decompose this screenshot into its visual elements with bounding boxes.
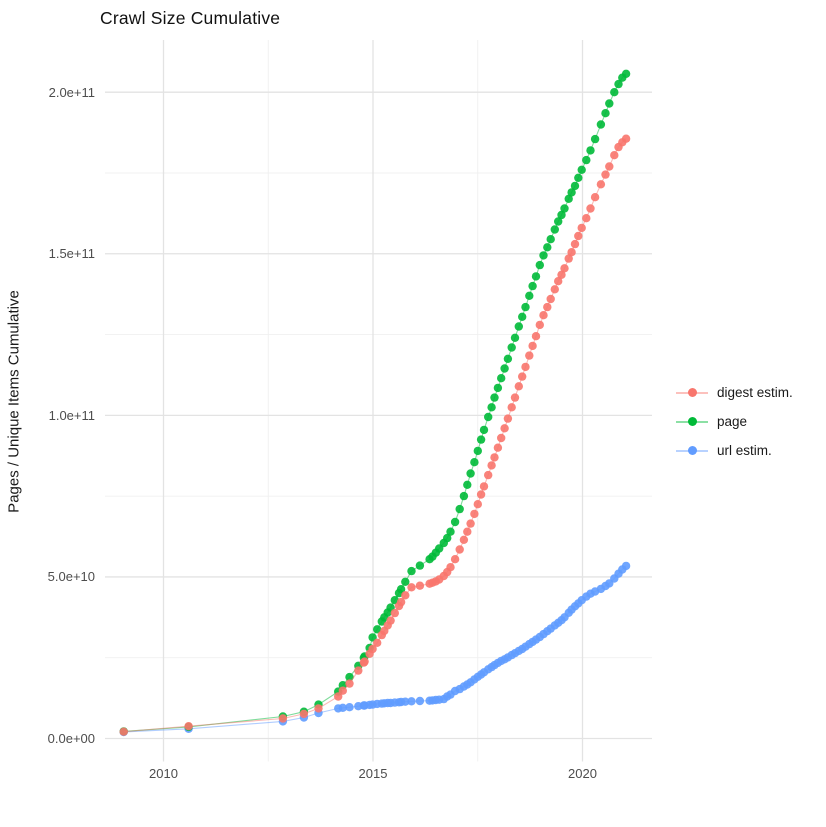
y-tick-label: 0.0e+00 bbox=[47, 731, 95, 746]
legend-key-icon bbox=[676, 417, 708, 427]
legend-item-digest-estim: digest estim. bbox=[676, 378, 793, 407]
series-points-digest-estim bbox=[119, 134, 631, 736]
y-tick-label: 1.5e+11 bbox=[48, 246, 95, 262]
legend-key-icon bbox=[676, 388, 708, 398]
y-axis-title: Pages / Unique Items Cumulative bbox=[5, 290, 23, 513]
legend-label: page bbox=[717, 414, 748, 429]
legend-item-url-estim: url estim. bbox=[676, 436, 793, 465]
x-tick-label: 2020 bbox=[568, 766, 597, 781]
chart-title: Crawl Size Cumulative bbox=[100, 8, 281, 28]
y-tick-label: 5.0e+10 bbox=[47, 569, 95, 585]
x-tick-label: 2015 bbox=[358, 766, 388, 781]
legend-item-page: page bbox=[676, 407, 793, 436]
x-tick-label: 2010 bbox=[149, 766, 178, 781]
series-points-page bbox=[119, 69, 631, 736]
legend-label: digest estim. bbox=[717, 385, 793, 400]
legend-label: url estim. bbox=[717, 443, 772, 458]
legend: digest estim. page url estim. bbox=[676, 378, 793, 465]
y-tick-label: 1.0e+11 bbox=[48, 407, 95, 423]
y-tick-label: 2.0e+11 bbox=[48, 84, 95, 100]
series-points-url-estim bbox=[119, 561, 631, 737]
legend-key-icon bbox=[676, 446, 708, 456]
